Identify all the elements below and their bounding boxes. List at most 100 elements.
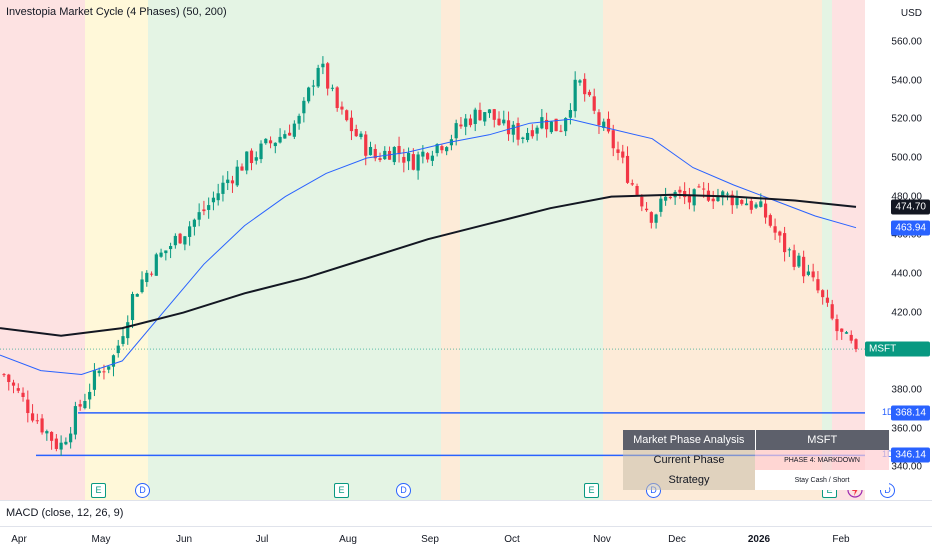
candle-body	[235, 166, 239, 186]
price-tick-label: 520.00	[891, 113, 922, 125]
candle-body	[583, 78, 587, 95]
candle-body	[778, 231, 782, 236]
price-tick-label: 360.00	[891, 423, 922, 435]
pane-separator[interactable]	[0, 500, 932, 501]
candle-body	[345, 110, 349, 121]
candle-body	[635, 185, 639, 195]
candle-body	[26, 399, 30, 414]
candle-body	[264, 138, 268, 144]
candle-body	[183, 236, 187, 245]
dividend-event-icon[interactable]: D	[135, 483, 150, 498]
candle-body	[145, 272, 149, 283]
candle-body	[311, 85, 315, 87]
candle-body	[249, 150, 254, 164]
price-tick-label: 480.00	[891, 191, 922, 203]
candle-body	[554, 118, 558, 132]
time-tick-label: Nov	[593, 534, 611, 545]
candle-body	[102, 371, 106, 373]
candle-body	[664, 196, 668, 201]
candle-body	[307, 87, 311, 102]
candle-body	[78, 404, 82, 407]
candle-body	[616, 149, 620, 153]
candle-body	[92, 370, 97, 390]
candle-body	[535, 127, 539, 134]
candle-body	[221, 182, 225, 194]
candle-body	[740, 200, 744, 204]
candle-body	[721, 191, 725, 198]
candle-body	[368, 146, 373, 156]
candle-body	[192, 219, 196, 227]
candle-body	[702, 188, 706, 190]
candle-body	[130, 293, 135, 321]
last-price-tag: MSFT 401.14	[865, 341, 930, 370]
candle-body	[473, 109, 477, 125]
candle-body	[445, 147, 449, 152]
candle-body	[687, 194, 692, 203]
candle-body	[273, 142, 277, 147]
candle-body	[730, 194, 734, 206]
time-tick-label: Oct	[504, 534, 520, 545]
candle-body	[768, 215, 772, 226]
candle-body	[835, 319, 839, 332]
candle-body	[621, 151, 625, 158]
candle-body	[683, 190, 687, 198]
candle-body	[816, 279, 820, 291]
candle-body	[88, 391, 92, 400]
candle-body	[64, 441, 68, 445]
candle-body	[126, 322, 130, 339]
earnings-event-icon[interactable]: E	[584, 483, 599, 498]
price-chart[interactable]	[0, 0, 865, 500]
time-tick-label: Feb	[832, 534, 850, 545]
candle-body	[811, 271, 815, 278]
candle-body	[2, 374, 6, 376]
candle-body	[73, 406, 77, 435]
candle-body	[787, 249, 791, 251]
candle-body	[254, 157, 258, 161]
ma50-value-tag: 463.94	[891, 220, 930, 236]
dividend-event-icon[interactable]: D	[396, 483, 411, 498]
candle-body	[802, 256, 806, 277]
candle-body	[316, 67, 320, 87]
price-axis[interactable]: USD 560.00 540.00 520.00 500.00 480.00 460.00…	[865, 0, 932, 500]
symbol-label: MSFT	[869, 343, 897, 355]
candle-body	[30, 413, 35, 421]
candle-body	[335, 87, 339, 109]
earnings-event-icon[interactable]: E	[91, 483, 106, 498]
candle-body	[378, 158, 382, 161]
time-tick-label: Dec	[668, 534, 686, 545]
price-tick-label: 500.00	[891, 152, 922, 164]
ma50-line	[0, 118, 857, 376]
candle-body	[840, 328, 844, 332]
candle-body	[625, 155, 630, 183]
earnings-event-icon[interactable]: E	[334, 483, 349, 498]
candle-body	[744, 203, 749, 206]
candle-body	[549, 121, 553, 133]
time-tick-label: Sep	[421, 534, 439, 545]
candle-body	[454, 123, 458, 139]
chart-area[interactable]: Investopia Market Cycle (4 Phases) (50, …	[0, 0, 865, 500]
current-phase-label: Current Phase	[623, 450, 755, 470]
macd-indicator-label[interactable]: MACD (close, 12, 26, 9)	[6, 507, 124, 519]
candle-body	[59, 442, 63, 450]
candle-body	[587, 91, 592, 96]
candle-body	[354, 128, 358, 137]
candle-body	[854, 339, 858, 350]
candle-body	[135, 294, 139, 297]
level2-price-tag: 346.14	[891, 447, 930, 463]
time-tick-label: Apr	[11, 534, 27, 545]
indicator-title[interactable]: Investopia Market Cycle (4 Phases) (50, …	[6, 6, 227, 18]
ma200-value-tag: 474.70	[891, 199, 930, 215]
candle-body	[725, 193, 730, 195]
price-tick-label: 420.00	[891, 307, 922, 319]
candle-body	[226, 179, 230, 184]
phase-band-accumulation	[85, 0, 148, 500]
candle-body	[735, 197, 739, 206]
candle-body	[154, 254, 158, 276]
candle-body	[540, 117, 544, 129]
candle-body	[478, 109, 482, 121]
candle-body	[668, 196, 672, 199]
price-tick-label: 460.00	[891, 229, 922, 241]
candle-body	[402, 156, 406, 163]
candle-body	[659, 198, 663, 212]
level1-interval-label: 1D	[882, 406, 894, 417]
